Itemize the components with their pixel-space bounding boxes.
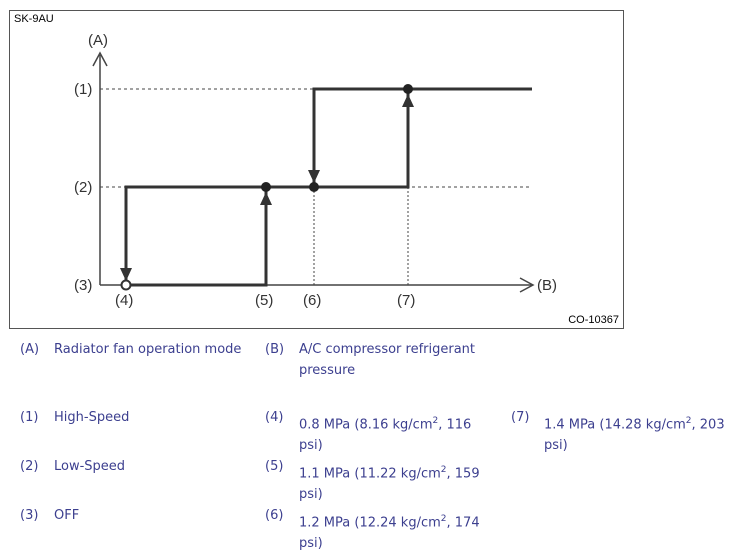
legend-text-6: 1.2 MPa (12.24 kg/cm2, 174 psi) [299, 514, 480, 552]
legend-text-A: Radiator fan operation mode [54, 342, 242, 357]
legend-key-2: (2) [20, 459, 39, 474]
x-label-5: (5) [255, 292, 273, 309]
legend-text-1: High-Speed [54, 410, 130, 425]
high-point-7 [403, 84, 413, 94]
off-to-low-path [126, 187, 268, 287]
figure-frame: SK-9AU CO-10367 [9, 10, 624, 329]
x-label-4: (4) [115, 292, 133, 309]
legend-key-3: (3) [20, 508, 39, 523]
axis-y-label: (A) [88, 32, 108, 49]
y-label-2: (2) [74, 179, 92, 196]
x-label-7: (7) [397, 292, 415, 309]
axis-x-label: (B) [537, 277, 557, 294]
high-to-low-path [312, 87, 532, 187]
down-arrow-4 [120, 268, 132, 281]
down-arrow-6 [308, 170, 320, 183]
y-label-3: (3) [74, 277, 92, 294]
y-label-1: (1) [74, 81, 92, 98]
legend-text-B: A/C compressor refrigerant pressure [299, 342, 476, 378]
legend-text-2: Low-Speed [54, 459, 126, 474]
x-label-6: (6) [303, 292, 321, 309]
legend-key-A: (A) [20, 342, 40, 357]
low-point-5 [261, 182, 271, 192]
legend-key-6: (6) [265, 508, 284, 523]
legend-text-5: 1.1 MPa (11.22 kg/cm2, 159 psi) [299, 465, 480, 503]
off-point [120, 279, 132, 291]
legend-text-4: 0.8 MPa (8.16 kg/cm2, 116 psi) [299, 416, 472, 454]
legend-key-4: (4) [265, 410, 284, 425]
legend-key-B: (B) [265, 342, 285, 357]
low-to-off-path [124, 185, 266, 285]
legend-text-3: OFF [54, 508, 80, 523]
legend-key-5: (5) [265, 459, 284, 474]
up-arrow-7 [402, 94, 414, 107]
legend-text-7: 1.4 MPa (14.28 kg/cm2, 203 psi) [544, 416, 725, 454]
figure-code: CO-10367 [568, 314, 619, 326]
low-to-high-path [266, 89, 410, 189]
x-axis-arrowhead [519, 277, 535, 293]
legend-key-1: (1) [20, 410, 39, 425]
model-code: SK-9AU [14, 13, 54, 25]
legend-key-7: (7) [511, 410, 530, 425]
up-arrow-5 [260, 192, 272, 205]
fan-mode-diagram: (A) (B) (1) (2) (3) (4) (5) (6) (7) [74, 32, 557, 309]
y-axis-arrowhead [92, 51, 108, 67]
low-point-6 [309, 182, 319, 192]
